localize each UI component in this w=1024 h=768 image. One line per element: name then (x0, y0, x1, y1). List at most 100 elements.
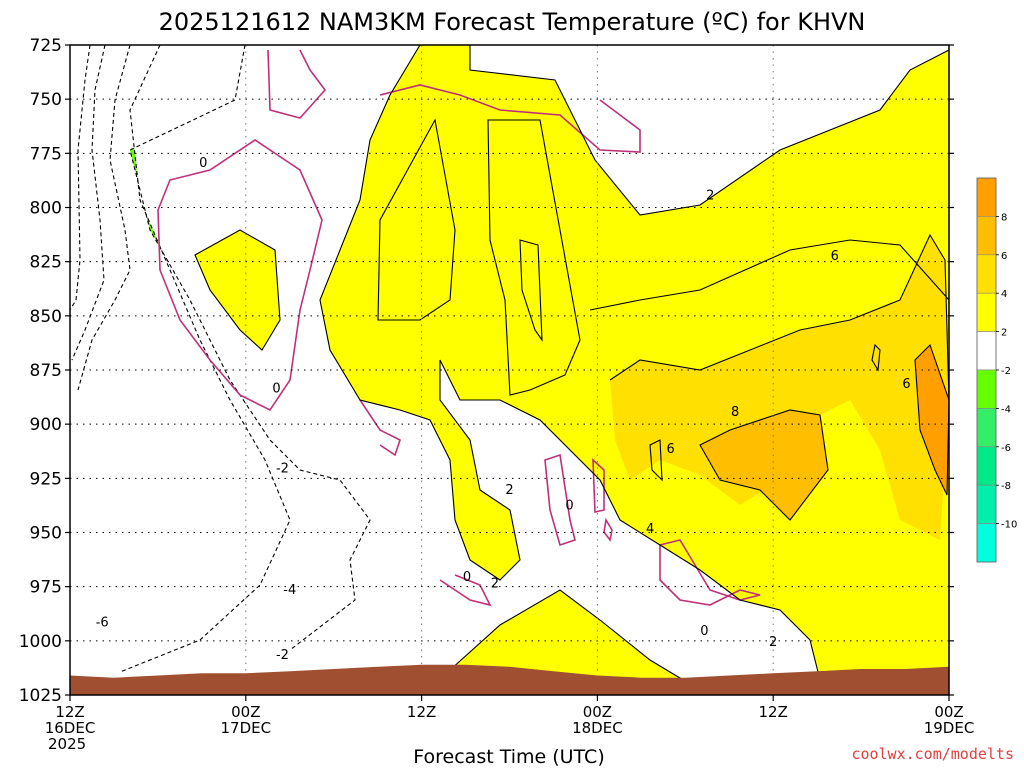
contour-label-8: 6 (831, 249, 839, 264)
credit-text: coolwx.com/modelts (851, 745, 1014, 763)
temperature-zone-6 (620, 45, 660, 80)
isotherm-line-7 (157, 139, 323, 412)
x-tick-label-3-line2: 18DEC (572, 719, 623, 737)
y-tick-label-925: 925 (30, 469, 62, 489)
colorbar-label--6: -6 (1001, 443, 1011, 454)
y-axis-ticks: 7257507758008258508759009259509751000102… (19, 36, 954, 706)
colorbar-label--2: -2 (1001, 366, 1011, 377)
isotherm-line-8 (379, 84, 641, 153)
x-tick-label-0-line3: 2025 (48, 735, 86, 753)
contour-label-18: 2 (769, 635, 777, 650)
contour-labels: 0 0 -2 -4 -2 -6 2 6 8 6 6 4 2 0 0 2 0 2 (96, 156, 911, 663)
y-tick-label-725: 725 (30, 36, 62, 56)
y-tick-label-1025: 1025 (19, 686, 62, 706)
isotherm-line-1 (70, 45, 91, 311)
y-tick-label-800: 800 (30, 199, 62, 219)
y-tick-label-950: 950 (30, 524, 62, 544)
isotherm-line-6 (267, 49, 327, 119)
colorbar-label--8: -8 (1001, 481, 1011, 492)
contour-label-4: -4 (283, 583, 296, 598)
temperature-zone-8 (195, 230, 280, 350)
y-tick-label-1000: 1000 (19, 632, 62, 652)
temperature-zone-11 (488, 120, 580, 395)
isotherm-line-22 (589, 239, 949, 311)
contour-label-7: 2 (706, 189, 714, 204)
isotherm-line-9 (359, 399, 401, 457)
y-tick-label-975: 975 (30, 578, 62, 598)
y-tick-label-900: 900 (30, 415, 62, 435)
isotherm-line-17 (194, 229, 281, 351)
x-tick-label-0-line1: 12Z (55, 703, 84, 721)
isotherm-line-10 (439, 574, 492, 607)
isotherm-line-27 (871, 343, 881, 372)
contour-label-5: -2 (276, 648, 289, 663)
x-tick-label-0-line2: 16DEC (45, 719, 96, 737)
y-tick-label-775: 775 (30, 144, 62, 164)
contour-label-1: 0 (199, 156, 207, 171)
chart-title: 2025121612 NAM3KM Forecast Temperature (… (159, 8, 866, 36)
colorbar-label--4: -4 (1001, 404, 1011, 415)
y-tick-label-825: 825 (30, 253, 62, 273)
temperature-zone-14 (700, 410, 828, 520)
x-tick-label-5-line2: 19DEC (924, 719, 975, 737)
isotherm-line-19 (377, 118, 456, 321)
contour-label-13: 2 (505, 483, 513, 498)
isotherm-line-26 (649, 439, 663, 482)
colorbar-bin--10-to--8 (976, 484, 997, 524)
temperature-zone-15 (915, 345, 949, 495)
colorbar-label--10: -10 (1001, 520, 1017, 531)
x-tick-label-2-line1: 12Z (407, 703, 436, 721)
contour-label-3: -2 (276, 462, 289, 477)
isotherm-contours (70, 45, 949, 691)
isotherm-line-14 (659, 539, 761, 606)
contour-label-16: 2 (491, 576, 499, 591)
contour-label-17: 0 (700, 624, 708, 639)
isotherm-line-12 (592, 458, 605, 513)
colorbar-label-2: 2 (1001, 328, 1007, 339)
isotherm-line-2 (71, 45, 106, 361)
x-tick-label-4-line1: 12Z (759, 703, 788, 721)
colorbar-label-4: 4 (1001, 289, 1007, 300)
isotherm-line-11 (544, 453, 576, 547)
isotherm-line-4 (119, 45, 291, 673)
colorbar-bin--12-to--10 (976, 523, 997, 563)
y-tick-label-875: 875 (30, 361, 62, 381)
colorbar-bin--2-to-2 (976, 331, 997, 371)
colorbar-bin-8-to-10 (976, 177, 997, 217)
colorbar-bin-4-to-6 (976, 254, 997, 294)
contour-label-15: 0 (463, 570, 471, 585)
contour-label-9: 8 (731, 405, 739, 420)
colorbar-bin-2-to-4 (976, 292, 997, 332)
colorbar: -10 -8 -6 -4 -2 2 4 6 8 (976, 177, 1017, 563)
terrain (70, 664, 949, 695)
isotherm-line-18 (449, 589, 701, 691)
x-tick-label-5-line1: 00Z (934, 703, 963, 721)
x-tick-label-1-line1: 00Z (231, 703, 260, 721)
contour-label-10: 6 (902, 377, 910, 392)
isotherm-line-23 (609, 233, 949, 401)
isotherm-line-21 (519, 239, 543, 342)
isotherm-line-24 (699, 409, 829, 521)
isotherm-line-16 (469, 45, 949, 216)
x-tick-label-3-line1: 00Z (583, 703, 612, 721)
colorbar-bin--4-to--2 (976, 369, 997, 409)
y-tick-label-850: 850 (30, 307, 62, 327)
isotherm-line-15 (319, 45, 821, 681)
colorbar-bin--8-to--6 (976, 446, 997, 486)
isotherm-line-5 (129, 45, 371, 651)
plot-area: 0 0 -2 -4 -2 -6 2 6 8 6 6 4 2 0 0 2 0 2 (70, 45, 949, 695)
contour-label-11: 6 (667, 442, 675, 457)
colorbar-label-6: 6 (1001, 251, 1007, 262)
temperature-zone-10 (378, 120, 455, 320)
x-tick-label-1-line2: 17DEC (221, 719, 272, 737)
contour-label-14: 0 (565, 498, 573, 513)
grid-lines (70, 45, 949, 695)
contour-label-2: 0 (272, 381, 280, 396)
y-tick-label-750: 750 (30, 90, 62, 110)
contour-label-6: -6 (96, 615, 109, 630)
colorbar-label-8: 8 (1001, 212, 1007, 223)
isotherm-line-20 (487, 119, 581, 396)
isotherm-line-25 (914, 343, 949, 496)
